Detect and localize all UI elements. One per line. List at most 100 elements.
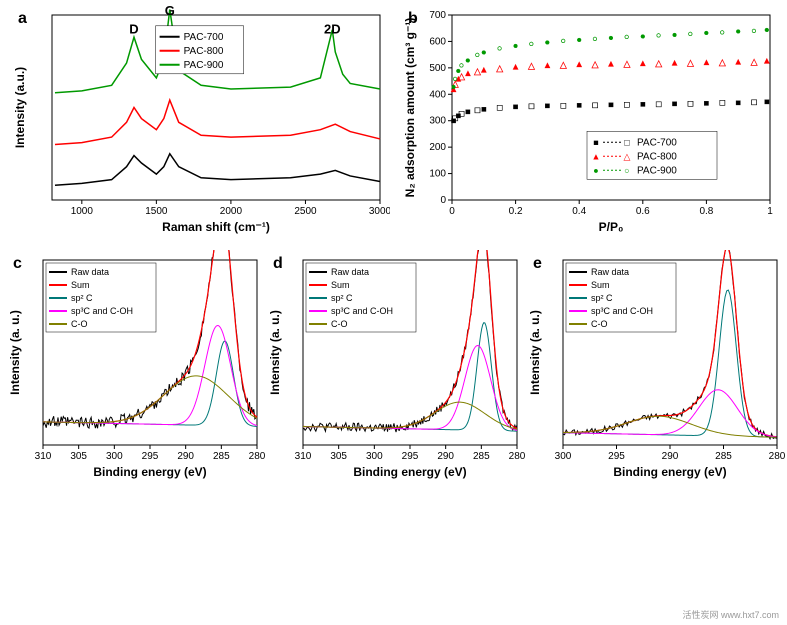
svg-text:305: 305 [330,451,347,462]
svg-text:□: □ [624,99,630,109]
svg-text:2000: 2000 [220,206,243,217]
svg-text:●: ● [608,32,613,42]
svg-text:○: ○ [751,25,756,35]
svg-text:Raman shift (cm⁻¹): Raman shift (cm⁻¹) [162,220,270,234]
svg-text:a: a [18,10,27,27]
svg-text:○: ○ [624,165,629,175]
svg-text:■: ■ [593,137,598,147]
svg-text:●: ● [672,29,677,39]
svg-text:Sum: Sum [331,280,350,290]
svg-text:■: ■ [640,99,645,109]
svg-text:300: 300 [555,451,572,462]
svg-text:△: △ [528,61,535,71]
svg-text:PAC-700: PAC-700 [184,32,224,43]
svg-text:295: 295 [402,451,419,462]
svg-text:sp² C: sp² C [331,293,353,303]
svg-text:Raw data: Raw data [591,267,629,277]
svg-text:300: 300 [429,116,446,127]
svg-text:■: ■ [608,100,613,110]
svg-text:○: ○ [688,29,693,39]
svg-text:△: △ [687,57,694,67]
svg-text:○: ○ [720,27,725,37]
svg-text:□: □ [592,100,598,110]
n2-adsorption-chart: 00.20.40.60.810100200300400500600700P/P₀… [400,5,780,235]
svg-text:▲: ▲ [670,58,679,68]
svg-text:■: ■ [481,104,486,114]
svg-text:●: ● [640,31,645,41]
svg-text:○: ○ [497,43,502,53]
svg-text:□: □ [497,103,503,113]
svg-text:□: □ [561,100,567,110]
svg-text:▲: ▲ [638,58,647,68]
xps-chart-e: 300295290285280Binding energy (eV)Intens… [525,250,785,480]
svg-text:△: △ [496,63,503,73]
svg-text:□: □ [688,98,694,108]
svg-text:△: △ [655,58,662,68]
svg-text:2500: 2500 [294,206,317,217]
watermark-text: 活性炭网 www.hxt7.com [682,608,779,621]
svg-text:Intensity (a. u.): Intensity (a. u.) [268,310,282,395]
svg-text:■: ■ [576,100,581,110]
svg-text:○: ○ [624,32,629,42]
svg-text:■: ■ [513,102,518,112]
svg-text:Sum: Sum [591,280,610,290]
svg-text:□: □ [624,137,630,147]
svg-text:310: 310 [295,451,312,462]
svg-text:▲: ▲ [575,59,584,69]
svg-text:□: □ [459,108,465,118]
svg-text:■: ■ [704,98,709,108]
svg-text:●: ● [481,47,486,57]
svg-text:●: ● [513,40,518,50]
svg-text:290: 290 [662,451,679,462]
svg-text:0.2: 0.2 [509,206,523,217]
svg-text:Binding energy (eV): Binding energy (eV) [613,465,726,479]
svg-text:280: 280 [769,451,785,462]
svg-text:□: □ [529,101,535,111]
svg-text:▲: ▲ [734,57,743,67]
svg-text:○: ○ [459,60,464,70]
svg-text:●: ● [764,25,769,35]
svg-text:100: 100 [429,169,446,180]
svg-text:b: b [408,10,418,27]
svg-text:290: 290 [177,451,194,462]
svg-text:P/P₀: P/P₀ [599,220,624,234]
svg-text:280: 280 [509,451,525,462]
svg-text:N₂ adsorption amount (cm³ g⁻¹): N₂ adsorption amount (cm³ g⁻¹) [403,18,417,198]
svg-text:Binding energy (eV): Binding energy (eV) [353,465,466,479]
svg-text:△: △ [592,59,599,69]
svg-text:600: 600 [429,36,446,47]
svg-text:■: ■ [672,99,677,109]
svg-text:290: 290 [437,451,454,462]
svg-text:0: 0 [449,206,455,217]
svg-text:▲: ▲ [479,65,488,75]
svg-text:△: △ [624,151,631,161]
svg-text:Raw data: Raw data [331,267,369,277]
svg-text:Intensity (a. u.): Intensity (a. u.) [8,310,22,395]
svg-text:PAC-900: PAC-900 [184,60,224,71]
svg-text:c: c [13,255,22,272]
svg-text:Sum: Sum [71,280,90,290]
svg-text:□: □ [475,105,481,115]
svg-text:C-O: C-O [331,319,348,329]
svg-text:▲: ▲ [543,60,552,70]
svg-text:3000: 3000 [369,206,390,217]
svg-text:285: 285 [473,451,490,462]
svg-text:C-O: C-O [591,319,608,329]
svg-text:1: 1 [767,206,773,217]
svg-text:300: 300 [366,451,383,462]
svg-text:Intensity (a.u.): Intensity (a.u.) [13,67,27,148]
svg-text:0.4: 0.4 [572,206,586,217]
svg-text:d: d [273,255,283,272]
svg-text:PAC-700: PAC-700 [637,137,677,148]
svg-text:305: 305 [70,451,87,462]
svg-text:300: 300 [106,451,123,462]
svg-text:310: 310 [35,451,52,462]
svg-text:PAC-800: PAC-800 [637,151,677,162]
svg-text:Binding energy (eV): Binding energy (eV) [93,465,206,479]
svg-text:280: 280 [249,451,265,462]
xps-chart-d: 310 305 300 295 290 285 280 Binding energy (eV)… [265,250,525,480]
svg-text:500: 500 [429,63,446,74]
svg-text:○: ○ [475,50,480,60]
svg-text:●: ● [465,55,470,65]
svg-text:●: ● [545,37,550,47]
